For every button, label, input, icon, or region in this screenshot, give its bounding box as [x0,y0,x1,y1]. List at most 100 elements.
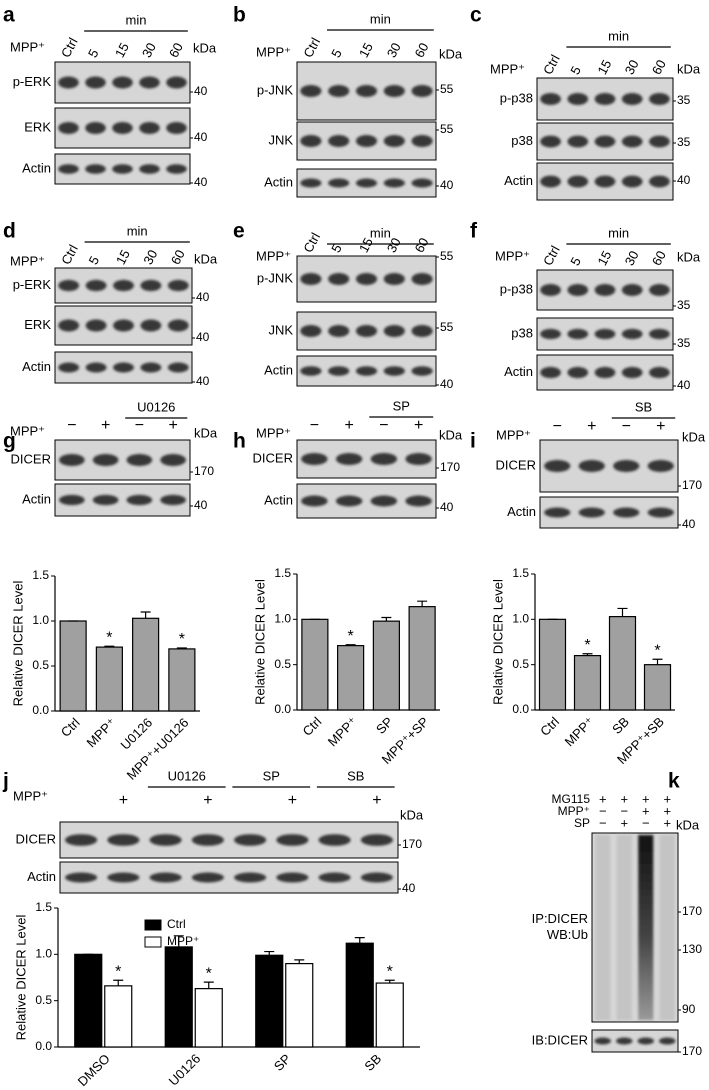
error-bar [140,611,151,619]
band [383,366,405,376]
band [139,164,160,174]
x-tick-label: Ctrl [58,715,83,740]
panel-letter: d [3,220,16,243]
size-marker: 170 [194,464,214,478]
blot-label: p-ERK [13,74,52,89]
y-tick-label: 0.0 [274,702,291,716]
band [637,1037,654,1045]
bar [301,618,329,711]
size-marker: 40 [194,498,208,512]
group-label: U0126 [168,768,206,783]
significance: * [387,963,393,980]
band [85,76,106,89]
x-tick-label: MPP⁺ [325,714,360,749]
band [411,273,433,285]
band [65,834,98,846]
band [616,1037,633,1045]
lane-label: 60 [412,40,432,60]
lane-label: 5 [567,255,584,268]
y-axis-label: Relative DICER Level [13,915,28,1041]
size-marker: 40 [194,84,208,98]
band [621,328,643,340]
band [58,122,79,134]
lane-label: 15 [356,235,376,255]
lane-label: 5 [567,64,584,77]
bar [74,953,103,1048]
band [370,495,398,507]
band [355,135,378,147]
band [360,834,393,846]
treatment-sign: + [656,418,665,435]
blot-label: p-ERK [13,277,52,292]
lane-label: 30 [384,40,404,60]
panel-letter: k [668,770,680,793]
band [107,834,140,846]
size-marker: 40 [440,500,454,514]
bar [408,606,436,711]
lane-label: Ctrl [300,230,323,255]
bar [573,654,602,711]
band [411,85,433,97]
lane-label: 15 [594,57,614,77]
lane-smear [616,835,632,1020]
band [594,93,616,105]
size-marker: 170 [440,460,460,474]
band [318,834,351,846]
band [58,362,80,373]
error-bar [582,653,593,656]
band [567,366,589,379]
band [649,135,670,148]
treatment-sign: + [642,803,650,818]
band [166,122,187,134]
error-bar [203,981,214,989]
band [301,495,328,507]
blot-label: DICER [253,450,293,465]
y-tick-label: 1.5 [274,566,291,580]
band [649,366,670,379]
band [112,122,133,134]
band [567,135,589,148]
lane-smear [595,835,611,1020]
band [649,175,670,188]
band [59,494,85,506]
x-tick-label: SB [609,714,632,737]
band [540,135,561,148]
treatment-sign: + [587,418,596,435]
size-marker: 170 [682,1044,702,1058]
band [139,122,160,134]
size-marker: 40 [196,330,210,344]
lane-label: 15 [113,247,133,267]
y-tick-label: 1.0 [32,613,49,627]
band [300,178,322,188]
bar [255,954,284,1048]
significance: * [206,965,212,982]
treatment-label: MPP⁺ [490,61,525,76]
band [139,76,160,89]
size-marker: 40 [196,290,210,304]
treatment-sign: + [620,791,628,806]
band [167,319,189,332]
band [613,507,640,518]
band [113,319,134,332]
size-marker: 170 [682,904,702,918]
blot-label: Actin [264,492,293,507]
bar [345,942,374,1048]
band [92,454,119,466]
band [328,366,350,376]
blot-label: p-JNK [257,270,293,285]
significance: * [348,628,354,645]
lane-label: Ctrl [540,243,563,268]
bar [375,982,404,1048]
treatment-label: MPP⁺ [495,248,530,263]
band [411,325,433,337]
band [621,284,643,296]
unit-label: kDa [677,61,701,76]
bar [538,618,567,711]
y-tick-label: 0.0 [32,703,49,717]
treatment-label: MPP⁺ [10,423,45,438]
blot-label: JNK [268,132,293,147]
blot-label: DICER [16,831,56,846]
band [544,507,571,518]
band [149,834,182,846]
treatment-sign: + [663,791,671,806]
